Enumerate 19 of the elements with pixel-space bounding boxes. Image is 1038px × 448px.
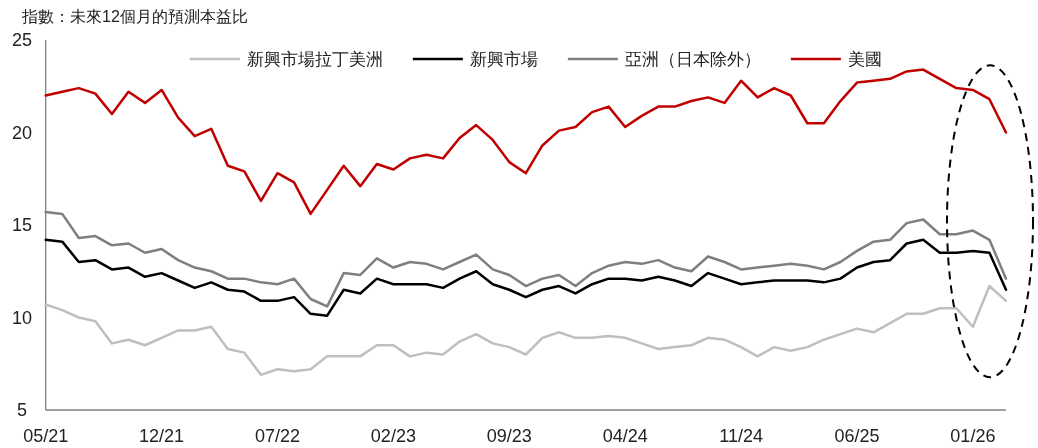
x-tick-label: 05/21 xyxy=(23,426,69,446)
x-tick-label: 07/22 xyxy=(254,426,300,446)
y-tick-label: 15 xyxy=(12,215,32,235)
y-tick-label: 5 xyxy=(17,400,27,420)
y-tick-label: 10 xyxy=(12,307,32,328)
x-tick-label: 06/25 xyxy=(834,426,880,446)
x-tick-label: 11/24 xyxy=(719,426,763,446)
y-tick-label: 25 xyxy=(12,30,32,50)
legend-label: 新興市場 xyxy=(469,49,538,69)
legend-label: 新興市場拉丁美洲 xyxy=(246,49,383,69)
legend-label: 美國 xyxy=(847,49,882,69)
x-tick-label: 12/21 xyxy=(139,426,185,446)
x-tick-label: 01/26 xyxy=(950,426,996,446)
y-tick-label: 20 xyxy=(12,122,32,143)
x-tick-label: 09/23 xyxy=(486,426,532,446)
x-tick-label: 04/24 xyxy=(602,426,648,446)
legend-label: 亞洲（日本除外） xyxy=(624,49,761,69)
title: 指數：未來12個月的預測本益比 xyxy=(22,8,248,25)
x-tick-label: 02/23 xyxy=(370,426,416,446)
